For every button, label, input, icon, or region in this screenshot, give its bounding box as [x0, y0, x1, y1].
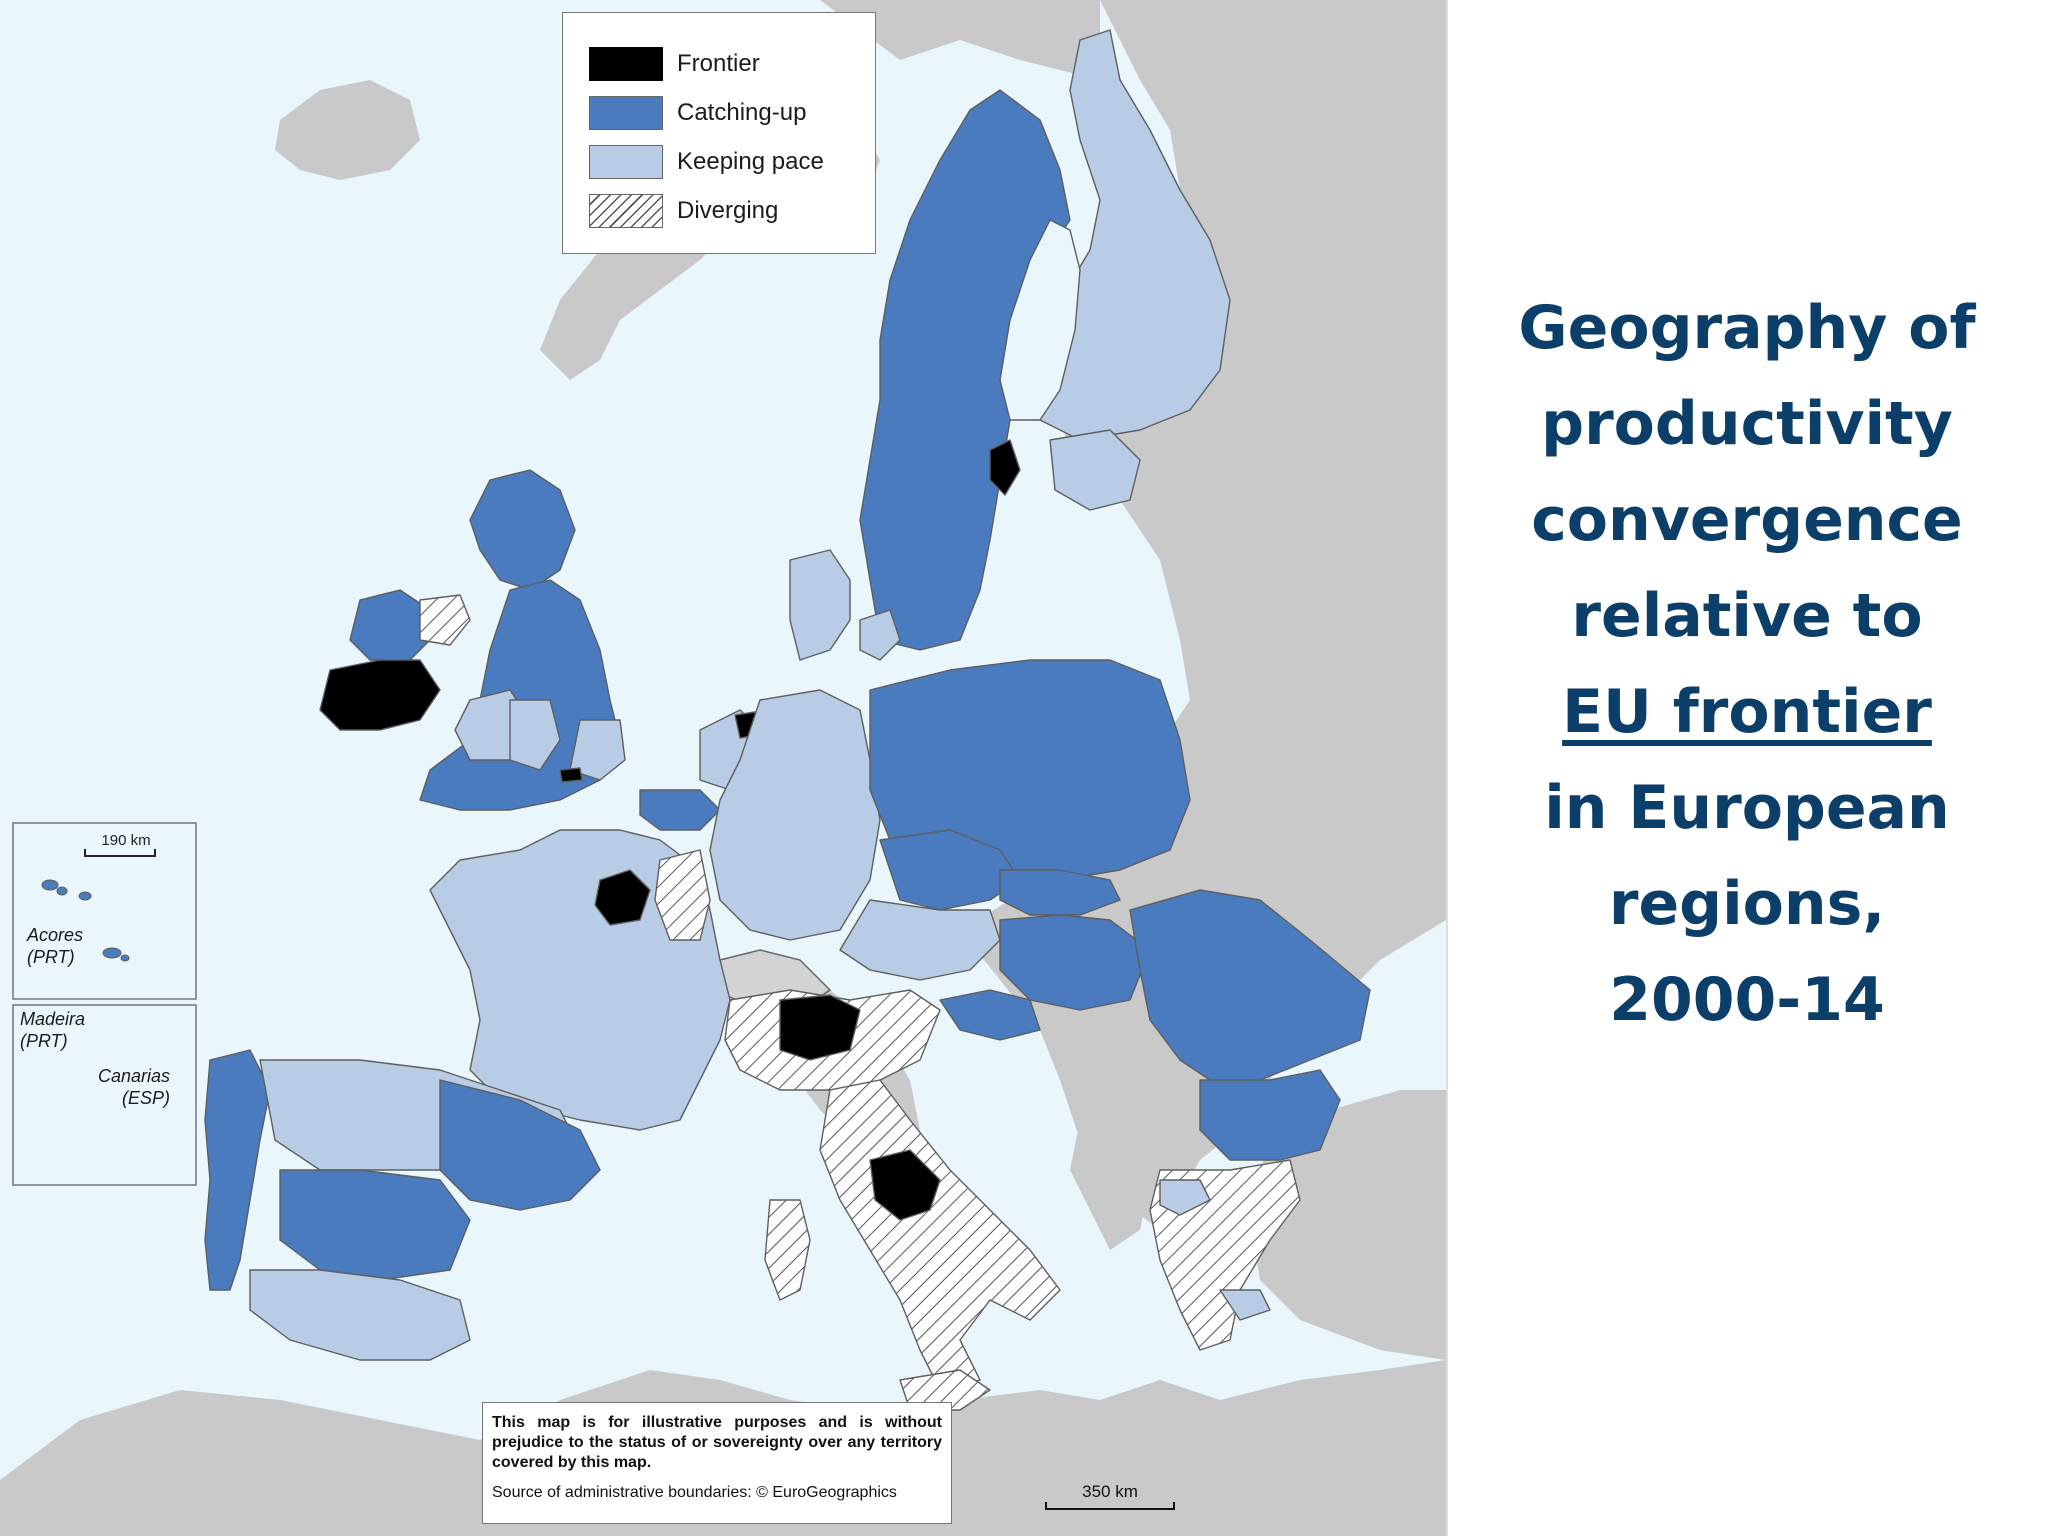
frontier-swatch — [589, 47, 663, 81]
azores-islands — [41, 879, 130, 962]
inset-label-azores: Acores (PRT) — [27, 924, 83, 968]
region-ireland-south — [319, 659, 441, 731]
disclaimer-text: This map is for illustrative purposes an… — [492, 1414, 942, 1471]
title-line: in European — [1544, 773, 1950, 843]
inset-scale-label: 190 km — [101, 832, 151, 849]
scale-line — [1045, 1502, 1175, 1510]
region-hungary — [999, 914, 1151, 1011]
diverging-swatch — [589, 194, 663, 228]
region-champagne — [654, 849, 711, 941]
disclaimer-source: Source of administrative boundaries: © E… — [492, 1484, 897, 1501]
title-line: regions, — [1608, 869, 1886, 939]
title-line: relative to — [1571, 581, 1923, 651]
legend-label: Frontier — [677, 50, 760, 77]
legend-item-frontier: Frontier — [589, 45, 869, 83]
inset-label-madeira: Madeira (PRT) — [20, 1008, 85, 1052]
region-lombardia — [779, 994, 861, 1061]
keeping-pace-swatch — [589, 145, 663, 179]
map-canvas — [0, 0, 1446, 1536]
regions — [204, 29, 1371, 1411]
inset-scale-line — [84, 849, 156, 857]
inset-name: Canarias — [97, 1066, 170, 1086]
title-line: 2000-14 — [1609, 965, 1885, 1035]
region-slovakia — [999, 869, 1121, 916]
region-belgium — [639, 789, 721, 831]
inset-label-canarias: Canarias (ESP) — [88, 1065, 170, 1109]
legend-label: Diverging — [677, 197, 779, 224]
region-austria — [839, 899, 1001, 981]
region-stockholm — [989, 439, 1021, 496]
region-ile-de-france — [594, 869, 651, 926]
title-line: convergence — [1531, 485, 1963, 555]
map-legend: Frontier Catching-up Keeping pace Diverg… — [562, 12, 876, 254]
inset-country: (PRT) — [27, 947, 75, 967]
title-line: productivity — [1541, 389, 1953, 459]
region-london — [569, 719, 626, 781]
slide-title: Geography of productivity convergence re… — [1452, 280, 2042, 1048]
title-line: Geography of — [1518, 293, 1976, 363]
region-germany — [709, 689, 881, 941]
region-scotland — [469, 469, 576, 591]
inset-country: (PRT) — [20, 1031, 68, 1051]
region-romania — [1129, 889, 1371, 1081]
europe-map: Frontier Catching-up Keeping pace Diverg… — [0, 0, 1446, 1536]
region-sardinia — [764, 1199, 811, 1301]
inset-frames — [12, 822, 197, 1186]
region-spain-centre — [279, 1169, 471, 1281]
region-northern-ireland — [419, 594, 471, 646]
inset-scale-bar: 190 km — [80, 832, 160, 857]
region-bulgaria — [1199, 1069, 1341, 1161]
map-scale-bar: 350 km — [1045, 1482, 1175, 1510]
region-spain-south — [249, 1269, 471, 1361]
inset-country: (ESP) — [121, 1088, 170, 1108]
region-baltics — [1049, 429, 1141, 511]
inset-name: Acores — [27, 925, 84, 945]
region-finland — [1039, 29, 1231, 441]
region-slovenia-croatia — [939, 989, 1041, 1041]
map-edge — [1446, 0, 1448, 1536]
region-france — [429, 829, 731, 1131]
map-disclaimer: This map is for illustrative purposes an… — [482, 1402, 952, 1524]
region-lazio — [869, 1149, 941, 1221]
title-line-underlined: EU frontier — [1562, 677, 1932, 747]
legend-item-diverging: Diverging — [589, 192, 869, 230]
region-spain-northeast — [439, 1079, 601, 1211]
catching-up-swatch — [589, 96, 663, 130]
region-ireland-border — [349, 589, 431, 661]
region-midlands — [509, 699, 561, 771]
legend-label: Keeping pace — [677, 148, 824, 175]
legend-item-catching-up: Catching-up — [589, 94, 869, 132]
scale-label: 350 km — [1082, 1482, 1138, 1501]
legend-label: Catching-up — [677, 99, 807, 126]
legend-item-keeping-pace: Keeping pace — [589, 143, 869, 181]
inset-name: Madeira — [20, 1009, 86, 1029]
region-denmark — [789, 549, 851, 661]
